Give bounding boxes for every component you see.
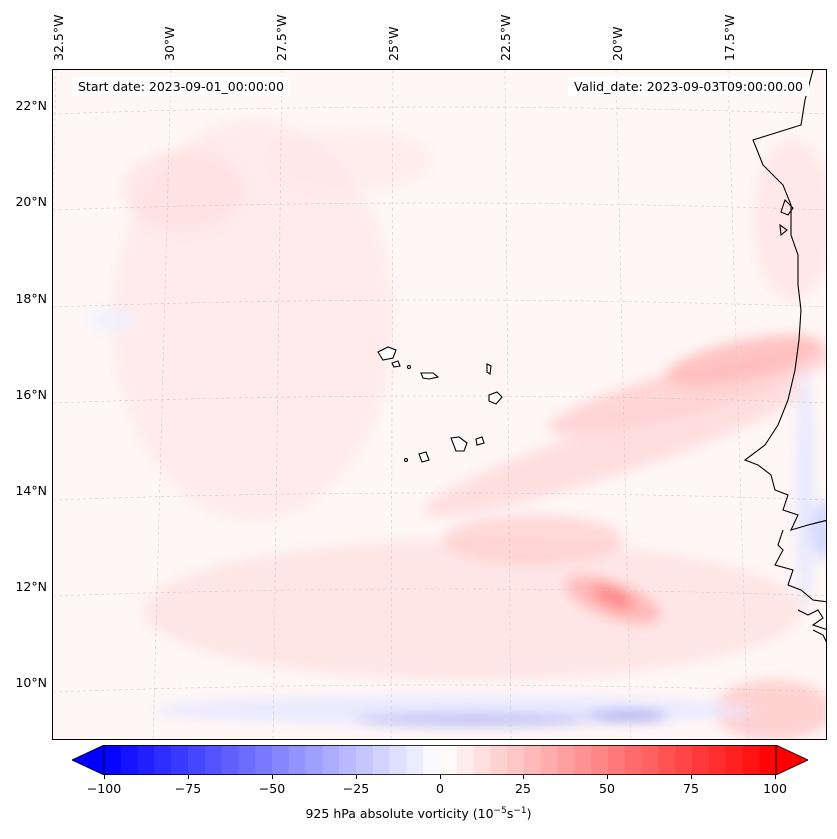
lat-label-12n: 12°N: [15, 579, 47, 594]
colorbar-level: [507, 745, 525, 775]
colorbar-level: [288, 745, 307, 775]
lon-label-17.5w: 17.5°W: [722, 14, 737, 61]
colorbar-tick-label: −50: [258, 781, 286, 796]
colorbar-level: [675, 745, 693, 775]
colorbar-extend-max: [775, 744, 809, 776]
colorbar-level: [440, 745, 458, 775]
colorbar-level: [238, 745, 256, 775]
lon-label-32.5w: 32.5°W: [51, 14, 66, 61]
lat-label-16n: 16°N: [15, 387, 47, 402]
colorbar-extend-min: [71, 744, 105, 776]
colorbar-tick-label: 50: [599, 781, 615, 796]
colorbar-level: [339, 745, 357, 775]
colorbar-tickmark: [356, 775, 357, 779]
colorbar-level: [171, 745, 189, 775]
colorbar-level: [759, 745, 777, 775]
colorbar-level: [708, 745, 727, 775]
colorbar-level: [389, 745, 407, 775]
start-date-label: Start date: 2023-09-01_00:00:00: [72, 77, 290, 96]
colorbar-tickmark: [440, 775, 441, 779]
colorbar-level: [456, 745, 475, 775]
lon-label-30w: 30°W: [162, 26, 177, 61]
colorbar-level: [272, 745, 290, 775]
colorbar-level: [658, 745, 676, 775]
colorbar-level: [608, 745, 626, 775]
colorbar-level: [574, 745, 592, 775]
colorbar-level: [322, 745, 340, 775]
colorbar-tick-label: −75: [174, 781, 202, 796]
lon-label-22.5w: 22.5°W: [498, 14, 513, 61]
colorbar-level: [137, 745, 155, 775]
colorbar-level: [188, 745, 206, 775]
colorbar-level: [406, 745, 424, 775]
colorbar-level: [154, 745, 172, 775]
coastline: [743, 70, 826, 643]
lat-label-14n: 14°N: [15, 483, 47, 498]
colorbar-tick-label: −100: [86, 781, 122, 796]
vorticity-field: [88, 120, 826, 739]
colorbar-level: [356, 745, 374, 775]
gridlines: [53, 70, 826, 739]
colorbar-level: [641, 745, 659, 775]
lat-label-18n: 18°N: [15, 291, 47, 306]
lat-label-20n: 20°N: [15, 194, 47, 209]
colorbar-tickmark: [104, 775, 105, 779]
colorbar-level: [372, 745, 391, 775]
map-area: [52, 69, 827, 740]
colorbar-tick-label: −25: [342, 781, 370, 796]
colorbar-tick-label: 25: [515, 781, 531, 796]
colorbar-level: [221, 745, 239, 775]
colorbar-level: [557, 745, 575, 775]
cape-verde-islands: [377, 346, 503, 463]
lon-label-25w: 25°W: [386, 26, 401, 61]
lat-label-22n: 22°N: [15, 98, 47, 113]
colorbar-svg: [71, 744, 809, 776]
colorbar-tickmark: [272, 775, 273, 779]
lon-label-20w: 20°W: [610, 26, 625, 61]
colorbar-level: [540, 745, 559, 775]
colorbar-label: 925 hPa absolute vorticity (10−5s−1): [305, 806, 532, 822]
colorbar-level: [692, 745, 710, 775]
colorbar-tickmark: [607, 775, 608, 779]
lon-label-27.5w: 27.5°W: [274, 14, 289, 61]
valid-date-label: Valid_date: 2023-09-03T09:00:00.00: [567, 77, 809, 96]
colorbar-level: [490, 745, 508, 775]
colorbar-level: [204, 745, 223, 775]
colorbar-tick-label: 75: [683, 781, 699, 796]
colorbar-level: [120, 745, 139, 775]
colorbar-level: [104, 745, 122, 775]
colorbar-level: [524, 745, 542, 775]
colorbar-level: [624, 745, 643, 775]
colorbar: [71, 744, 809, 776]
colorbar-tickmark: [775, 775, 776, 779]
colorbar-outline: [103, 745, 777, 776]
colorbar-tick-label: 100: [763, 781, 787, 796]
colorbar-level: [423, 745, 441, 775]
vorticity-map: [53, 70, 826, 739]
colorbar-level: [591, 745, 609, 775]
colorbar-tick-label: 0: [436, 781, 444, 796]
colorbar-level: [473, 745, 491, 775]
lat-label-10n: 10°N: [15, 675, 47, 690]
colorbar-tickmark: [523, 775, 524, 779]
colorbar-level: [725, 745, 743, 775]
colorbar-tickmark: [691, 775, 692, 779]
colorbar-tickmark: [188, 775, 189, 779]
colorbar-level: [255, 745, 273, 775]
colorbar-level: [305, 745, 323, 775]
colorbar-level: [742, 745, 760, 775]
